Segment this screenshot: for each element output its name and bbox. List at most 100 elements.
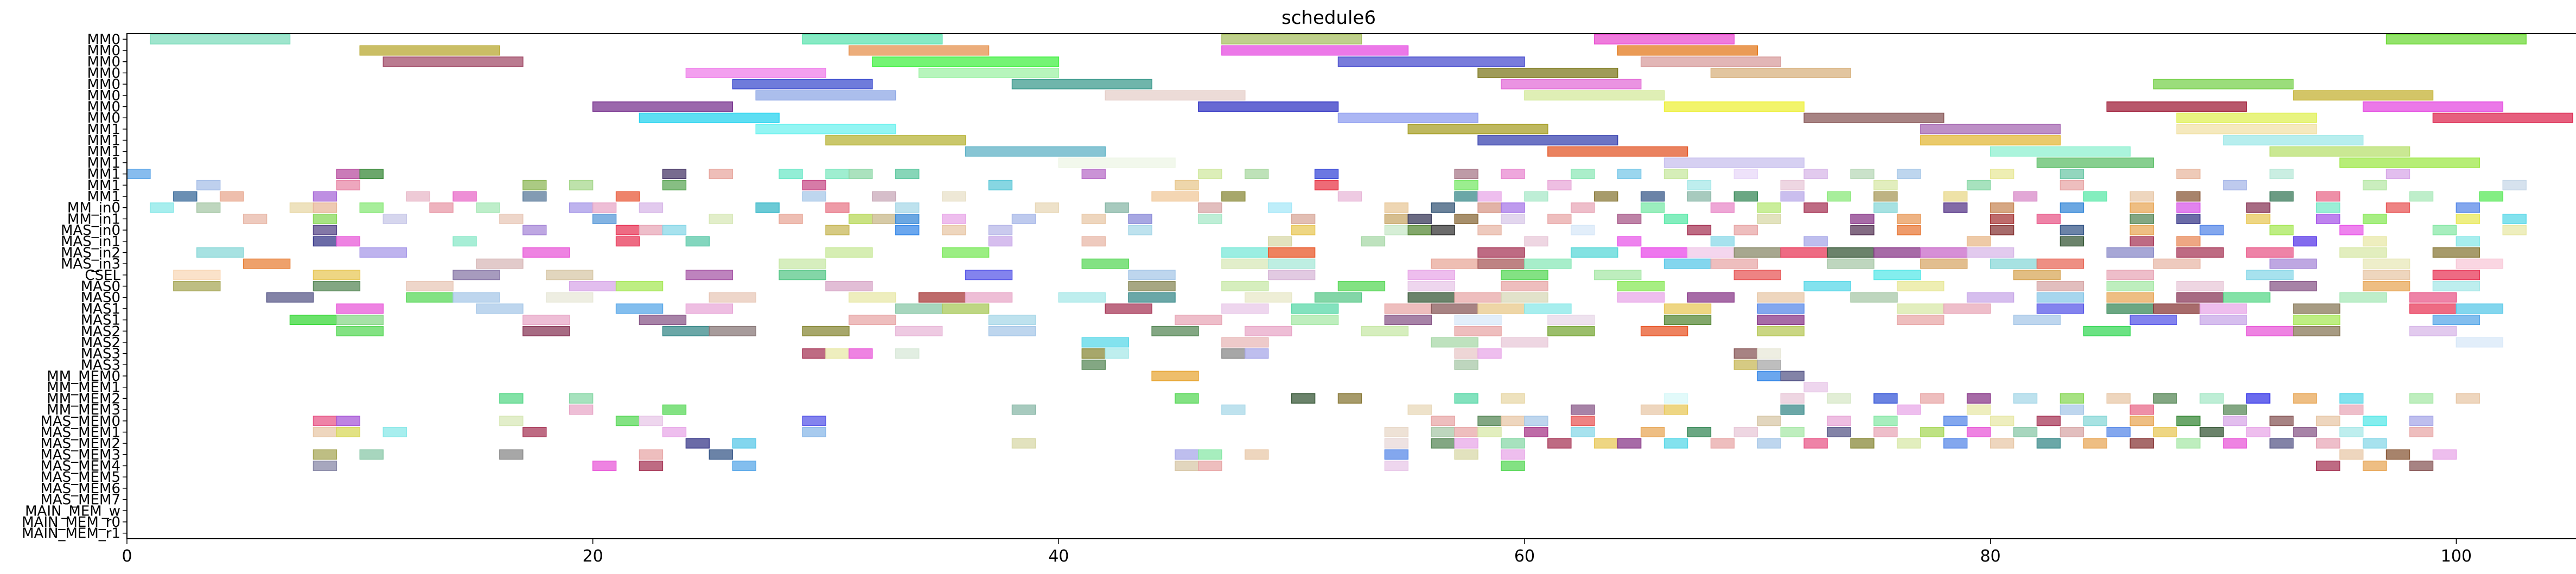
task-bar	[522, 191, 547, 202]
y-tick-label: MM0	[87, 54, 120, 71]
task-bar	[2223, 416, 2247, 426]
task-bar	[1245, 348, 1269, 359]
task-bar	[988, 180, 1013, 190]
task-bar	[2176, 112, 2317, 123]
task-bar	[1663, 393, 1688, 404]
x-tick-label: 40	[1048, 547, 1069, 566]
y-tick-label: MAS1	[81, 312, 120, 329]
task-bar	[2502, 213, 2527, 224]
task-bar	[1571, 202, 1595, 213]
task-bar	[1640, 427, 1665, 437]
y-tick-label: MAS_MEM3	[40, 447, 120, 463]
task-bar	[1501, 202, 1525, 213]
y-tick-label: MM_MEM3	[47, 402, 120, 418]
task-bar	[639, 449, 664, 460]
task-bar	[569, 180, 594, 190]
task-bar	[2036, 416, 2061, 426]
task-bar	[1990, 225, 2014, 235]
task-bar	[1058, 292, 1106, 303]
task-bar	[1267, 270, 1316, 280]
task-bar	[2153, 79, 2294, 90]
task-bar	[1803, 169, 1828, 180]
task-bar	[2129, 202, 2154, 213]
task-bar	[1617, 438, 1642, 449]
task-bar	[1594, 34, 1735, 44]
task-bar	[639, 112, 780, 123]
task-bar	[522, 247, 570, 258]
task-bar	[709, 213, 733, 224]
task-bar	[1757, 303, 1805, 314]
task-bar	[1337, 191, 1362, 202]
task-bar	[1431, 225, 1455, 235]
task-bar	[849, 348, 873, 359]
task-bar	[1431, 258, 1478, 269]
task-bar	[2293, 315, 2341, 326]
task-bar	[429, 202, 454, 213]
task-bar	[1966, 292, 2014, 303]
task-bar	[2269, 191, 2294, 202]
task-bar	[1757, 213, 1781, 224]
task-bar	[1151, 371, 1199, 381]
task-bar	[2013, 270, 2061, 280]
task-bar	[2456, 337, 2503, 348]
task-bar	[1571, 404, 1595, 415]
task-bar	[2106, 247, 2154, 258]
task-bar	[1990, 213, 2014, 224]
task-bar	[1245, 326, 1292, 336]
task-bar	[849, 45, 990, 56]
task-bar	[1663, 315, 1712, 326]
task-bar	[1640, 202, 1665, 213]
y-tick-label: MM0	[87, 43, 120, 59]
task-bar	[196, 180, 221, 190]
task-bar	[2036, 303, 2084, 314]
task-bar	[2013, 393, 2038, 404]
task-bar	[313, 202, 337, 213]
task-bar	[1966, 427, 1991, 437]
task-bar	[336, 236, 361, 247]
task-bar	[1267, 247, 1316, 258]
task-bar	[1477, 348, 1502, 359]
task-bar	[2106, 303, 2154, 314]
task-bar	[1221, 45, 1409, 56]
task-bar	[1524, 90, 1665, 101]
task-bar	[802, 427, 826, 437]
task-bar	[1803, 382, 1828, 393]
task-bar	[1454, 326, 1502, 336]
task-bar	[1337, 281, 1386, 291]
task-bar	[1454, 180, 1478, 190]
task-bar	[895, 202, 920, 213]
y-tick-label: MAIN_MEM_r0	[22, 514, 120, 531]
task-bar	[1780, 371, 1805, 381]
task-bar	[2129, 191, 2154, 202]
task-bar	[1920, 427, 1944, 437]
task-bar	[825, 169, 850, 180]
task-bar	[941, 213, 966, 224]
task-bar	[2339, 292, 2387, 303]
task-bar	[1757, 416, 1781, 426]
task-bar	[2129, 225, 2154, 235]
task-bar	[1314, 169, 1339, 180]
task-bar	[849, 315, 896, 326]
y-tick-label: MM0	[87, 88, 120, 104]
task-bar	[499, 213, 524, 224]
task-bar	[1198, 461, 1222, 471]
task-bar	[2339, 247, 2387, 258]
task-bar	[2223, 135, 2364, 146]
task-bar	[2059, 202, 2084, 213]
y-tick-label: MAS_MEM5	[40, 469, 120, 486]
task-bar	[452, 292, 500, 303]
task-bar	[2339, 404, 2364, 415]
task-bar	[2176, 191, 2201, 202]
task-bar	[779, 258, 826, 269]
task-bar	[1594, 191, 1618, 202]
task-bar	[1431, 427, 1455, 437]
task-bar	[1571, 247, 1618, 258]
y-tick-label: MAIN_MEM_w	[25, 503, 120, 519]
task-bar	[1407, 124, 1548, 135]
task-bar	[1827, 416, 1851, 426]
task-bar	[755, 90, 896, 101]
task-bar	[1757, 348, 1781, 359]
task-bar	[2176, 247, 2224, 258]
task-bar	[126, 169, 151, 180]
